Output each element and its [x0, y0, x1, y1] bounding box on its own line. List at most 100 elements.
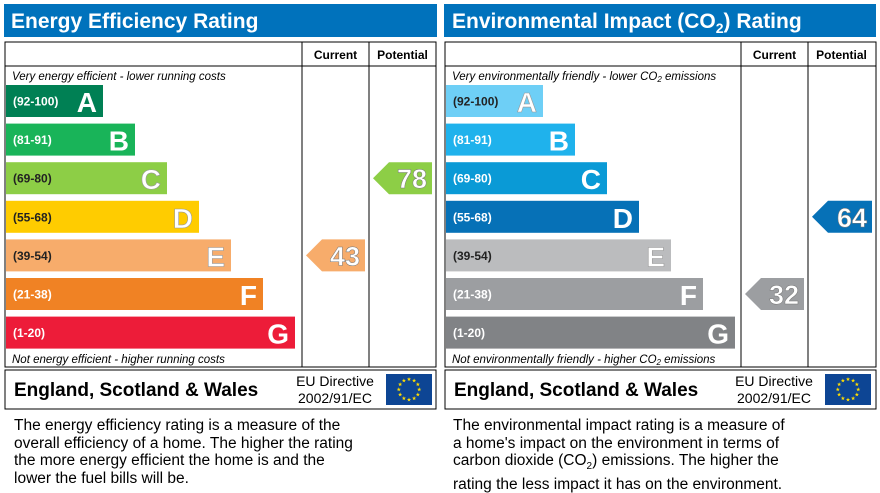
environment-description: The environmental impact rating is a mea…	[453, 417, 878, 493]
energy-footer-directive-2: 2002/91/EC	[298, 390, 372, 406]
environment-potential-value: 64	[837, 203, 867, 233]
environment-current-arrow	[745, 278, 804, 310]
eu-star-icon	[835, 387, 840, 392]
energy-band-letter: E	[206, 241, 225, 272]
energy-band-f	[6, 278, 263, 310]
environment-current-header: Current	[753, 48, 796, 62]
energy-current-arrow	[306, 239, 365, 272]
energy-footer-frame	[4, 369, 437, 410]
eu-star-icon	[401, 396, 406, 401]
eu-flag-icon	[386, 374, 432, 405]
energy-top-note: Very energy efficient - lower running co…	[12, 71, 226, 83]
eu-star-icon	[398, 382, 403, 387]
eu-star-icon	[840, 378, 845, 383]
energy-band-d	[6, 200, 199, 233]
environment-description-part: carbon dioxide (CO	[453, 452, 587, 469]
environment-description-line: The environmental impact rating is a mea…	[453, 417, 785, 434]
energy-band-letter: D	[173, 203, 193, 234]
energy-band-range-label: (92-100)	[13, 95, 58, 109]
environment-band-d	[446, 200, 639, 233]
eu-star-icon	[854, 382, 859, 387]
eu-star-icon	[845, 377, 851, 382]
environment-panel: Environmental Impact (CO2) Rating Curren…	[444, 4, 877, 410]
environment-band-letter: C	[581, 164, 601, 195]
energy-title: Energy Efficiency Rating	[11, 10, 258, 33]
energy-footer-region: England, Scotland & Wales	[14, 380, 258, 401]
energy-footer-directive-1: EU Directive	[296, 373, 374, 389]
epc-chart: Energy Efficiency Rating Current Potenti…	[4, 4, 877, 410]
energy-description: The energy efficiency rating is a measur…	[14, 417, 434, 487]
environment-band-c	[446, 162, 607, 195]
environment-header-bar	[444, 4, 876, 37]
environment-footer-directive-1: EU Directive	[735, 373, 813, 389]
eu-star-icon	[396, 387, 401, 392]
environment-band-letter: D	[613, 203, 633, 234]
energy-band-b	[6, 123, 135, 156]
environment-footer-region: England, Scotland & Wales	[454, 380, 698, 401]
energy-header-bar	[4, 4, 437, 37]
environment-potential-header: Potential	[816, 48, 867, 62]
eu-star-icon	[401, 378, 406, 383]
environment-current-value: 32	[769, 280, 799, 310]
environment-band-g	[446, 316, 735, 349]
energy-band-range-label: (39-54)	[13, 249, 52, 263]
energy-band-letter: C	[141, 164, 161, 195]
energy-band-range-label: (69-80)	[13, 172, 52, 186]
environment-band-range-label: (21-38)	[453, 288, 492, 302]
environment-description-sub: 2	[586, 461, 593, 473]
environment-band-letter: E	[646, 241, 665, 272]
energy-description-line: the more energy efficient the home is an…	[14, 452, 325, 469]
environment-band-range-label: (81-91)	[453, 133, 492, 147]
eu-star-icon	[398, 392, 403, 397]
energy-band-letter: F	[240, 280, 257, 311]
eu-star-icon	[837, 382, 842, 387]
environment-description-line: a home's impact on the environment in te…	[453, 434, 780, 452]
energy-panel: Energy Efficiency Rating Current Potenti…	[4, 4, 437, 410]
energy-band-g	[6, 316, 295, 349]
energy-band-letter: G	[267, 319, 289, 350]
environment-band-letter: A	[517, 87, 537, 118]
eu-star-icon	[406, 377, 412, 382]
eu-star-icon	[415, 382, 420, 387]
environment-band-range-label: (55-68)	[453, 210, 492, 224]
environment-footer-frame	[444, 369, 877, 410]
environment-description-line: carbon dioxide (CO2) emissions. The high…	[453, 452, 878, 476]
energy-potential-value: 78	[397, 164, 427, 194]
energy-band-letter: B	[109, 126, 129, 157]
environment-description-part: ) emissions. The higher the	[592, 452, 779, 469]
energy-band-a	[6, 85, 103, 117]
environment-potential-arrow	[812, 200, 872, 233]
energy-arrows: 43 78	[306, 162, 432, 272]
energy-band-e	[6, 239, 231, 272]
eu-star-icon	[406, 397, 412, 402]
environment-bottom-note: Not environmentally friendly - higher CO…	[452, 354, 716, 367]
environment-band-range-label: (69-80)	[453, 172, 492, 186]
eu-star-icon	[854, 392, 859, 397]
eu-star-icon	[415, 392, 420, 397]
environment-band-range-label: (1-20)	[453, 326, 485, 340]
environment-band-letter: B	[549, 126, 569, 157]
environment-band-letter: F	[680, 280, 697, 311]
energy-potential-header: Potential	[377, 48, 428, 62]
energy-current-header: Current	[314, 48, 357, 62]
environment-bands: (92-100) A (81-91) B (69-80) C (55-68) D (39-54)…	[446, 85, 735, 350]
eu-star-icon	[851, 396, 856, 401]
eu-star-icon	[856, 387, 861, 392]
environment-title: Environmental Impact (CO2) Rating	[452, 10, 802, 36]
eu-flag-icon	[825, 374, 871, 405]
environment-band-e	[446, 239, 671, 272]
environment-frame	[444, 41, 877, 368]
energy-description-line: overall efficiency of a home. The higher…	[14, 434, 353, 452]
eu-star-icon	[412, 378, 417, 383]
eu-star-icon	[851, 378, 856, 383]
energy-band-range-label: (1-20)	[13, 326, 45, 340]
energy-band-letter: A	[77, 87, 97, 118]
energy-band-range-label: (81-91)	[13, 133, 52, 147]
energy-frame	[4, 41, 437, 368]
energy-current-value: 43	[330, 241, 360, 271]
environment-band-a	[446, 85, 543, 117]
environment-band-f	[446, 278, 703, 310]
energy-bands: (92-100) A (81-91) B (69-80) C (55-68) D (39-54)…	[6, 85, 295, 350]
eu-star-icon	[837, 392, 842, 397]
environment-description-line: rating the less impact it has on the env…	[453, 475, 783, 493]
